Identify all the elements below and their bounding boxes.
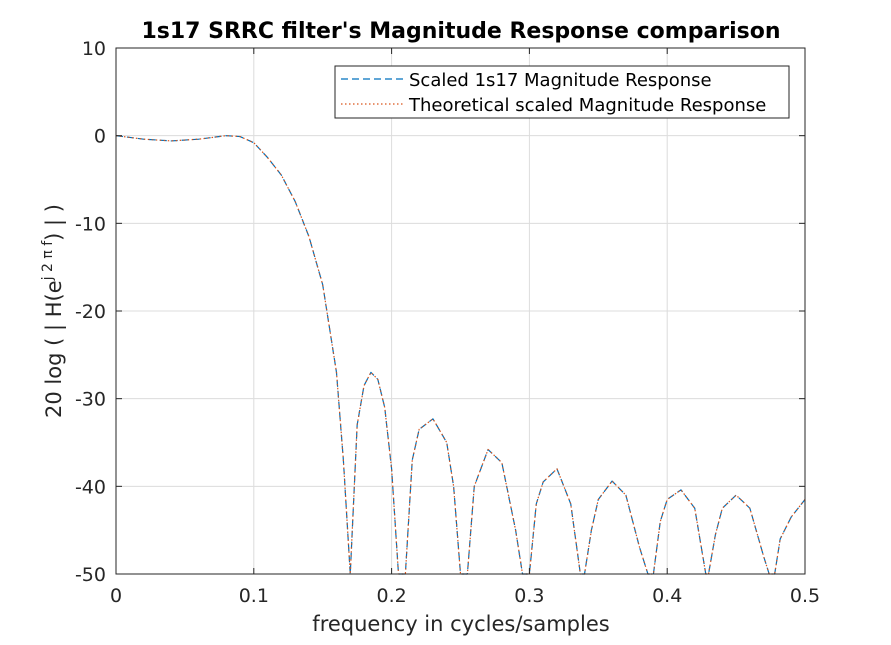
y-axis-label-superscript: j 2 π f xyxy=(40,240,56,282)
legend-label-scaled: Scaled 1s17 Magnitude Response xyxy=(409,70,712,91)
y-tick-label: -30 xyxy=(75,389,106,411)
legend-label-theoretical: Theoretical scaled Magnitude Response xyxy=(408,95,766,116)
y-tick-label: -40 xyxy=(75,476,106,498)
y-tick-label: -20 xyxy=(75,301,106,323)
y-tick-label: -50 xyxy=(75,564,106,586)
x-tick-label: 0.5 xyxy=(790,585,820,607)
x-tick-label: 0.2 xyxy=(376,585,406,607)
legend: Scaled 1s17 Magnitude Response Theoretic… xyxy=(334,65,790,119)
x-tick-label: 0.3 xyxy=(514,585,544,607)
y-tick-label: 0 xyxy=(94,126,106,148)
x-axis-label: frequency in cycles/samples xyxy=(312,612,609,636)
x-tick-label: 0 xyxy=(110,585,122,607)
x-tick-label: 0.4 xyxy=(652,585,682,607)
y-tick-label: 10 xyxy=(82,38,106,60)
chart-title: 1s17 SRRC filter's Magnitude Response co… xyxy=(141,19,780,44)
legend-box xyxy=(334,65,790,119)
x-tick-label: 0.1 xyxy=(239,585,269,607)
axis-ticks: 0 0.1 0.2 0.3 0.4 0.5 -50 -40 -30 -20 -10 0 10 xyxy=(75,38,820,607)
y-axis-label-prefix: 20 log ( | H(e xyxy=(42,280,67,418)
y-axis-label: 20 log ( | H(ej 2 π f) | ) xyxy=(40,204,67,418)
y-tick-label: -10 xyxy=(75,213,106,235)
y-axis-label-suffix: ) | ) xyxy=(42,204,67,241)
grid xyxy=(115,47,806,575)
